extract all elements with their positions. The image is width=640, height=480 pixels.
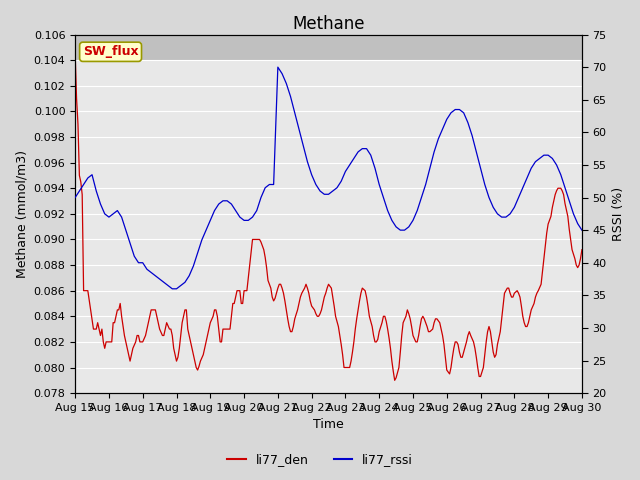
Bar bbox=[75, 35, 582, 60]
Title: Methane: Methane bbox=[292, 15, 365, 33]
Legend: li77_den, li77_rssi: li77_den, li77_rssi bbox=[222, 448, 418, 471]
Y-axis label: Methane (mmol/m3): Methane (mmol/m3) bbox=[15, 150, 28, 278]
X-axis label: Time: Time bbox=[313, 419, 344, 432]
Text: SW_flux: SW_flux bbox=[83, 45, 138, 58]
Y-axis label: RSSI (%): RSSI (%) bbox=[612, 187, 625, 241]
